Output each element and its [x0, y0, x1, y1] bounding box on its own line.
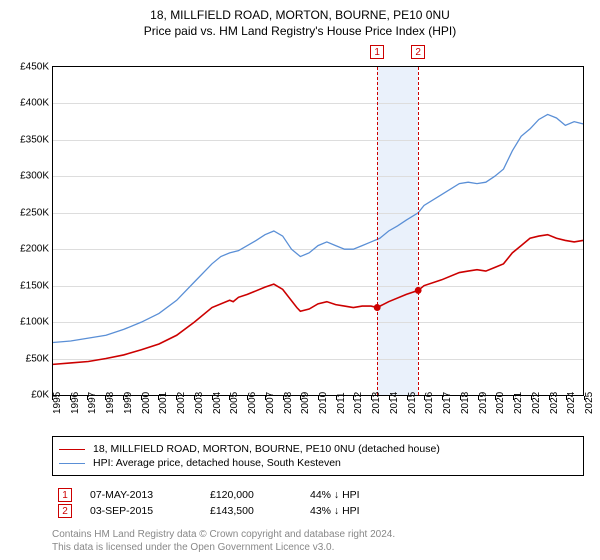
y-tick-label: £0K: [9, 390, 49, 401]
legend-label-price: 18, MILLFIELD ROAD, MORTON, BOURNE, PE10…: [93, 443, 440, 455]
event-vline: [418, 67, 419, 395]
events-table: 1 07-MAY-2013 £120,000 44% ↓ HPI 2 03-SE…: [52, 482, 584, 524]
x-tick-label: 2015: [407, 392, 418, 414]
x-axis: 1995199619971998199920002001200220032004…: [52, 396, 584, 428]
x-tick-label: 2002: [176, 392, 187, 414]
legend-swatch-hpi: [59, 463, 85, 464]
attribution-line: This data is licensed under the Open Gov…: [52, 541, 584, 554]
x-tick-label: 2017: [442, 392, 453, 414]
y-tick-label: £450K: [9, 62, 49, 73]
event-delta: 43% ↓ HPI: [310, 505, 360, 517]
x-tick-label: 2022: [531, 392, 542, 414]
x-tick-label: 2012: [353, 392, 364, 414]
x-tick-label: 1998: [105, 392, 116, 414]
event-price: £120,000: [210, 489, 310, 501]
y-tick-label: £400K: [9, 98, 49, 109]
legend: 18, MILLFIELD ROAD, MORTON, BOURNE, PE10…: [52, 436, 584, 476]
event-vline: [377, 67, 378, 395]
event-top-badge: 1: [370, 45, 384, 59]
x-tick-label: 2025: [584, 392, 595, 414]
x-tick-label: 2009: [300, 392, 311, 414]
legend-swatch-price: [59, 449, 85, 450]
title-line-2: Price paid vs. HM Land Registry's House …: [8, 24, 592, 38]
chart-container: 18, MILLFIELD ROAD, MORTON, BOURNE, PE10…: [0, 0, 600, 560]
event-top-badge: 2: [411, 45, 425, 59]
x-tick-label: 2019: [478, 392, 489, 414]
attribution-line: Contains HM Land Registry data © Crown c…: [52, 528, 584, 541]
y-tick-label: £200K: [9, 244, 49, 255]
y-tick-label: £250K: [9, 207, 49, 218]
x-tick-label: 1999: [123, 392, 134, 414]
x-tick-label: 2008: [283, 392, 294, 414]
x-tick-label: 2011: [336, 392, 347, 414]
x-tick-label: 2003: [194, 392, 205, 414]
event-date: 07-MAY-2013: [90, 489, 210, 501]
series-hpi: [53, 114, 583, 342]
event-badge: 1: [58, 488, 72, 502]
y-tick-label: £300K: [9, 171, 49, 182]
x-tick-label: 2010: [318, 392, 329, 414]
x-tick-label: 2021: [513, 392, 524, 414]
x-tick-label: 2016: [424, 392, 435, 414]
event-row: 1 07-MAY-2013 £120,000 44% ↓ HPI: [58, 488, 578, 502]
title-line-1: 18, MILLFIELD ROAD, MORTON, BOURNE, PE10…: [8, 8, 592, 22]
plot-area: £0K£50K£100K£150K£200K£250K£300K£350K£40…: [52, 66, 584, 396]
legend-label-hpi: HPI: Average price, detached house, Sout…: [93, 457, 341, 469]
x-tick-label: 1996: [70, 392, 81, 414]
x-tick-label: 2018: [460, 392, 471, 414]
event-badge: 2: [58, 504, 72, 518]
x-tick-label: 1997: [87, 392, 98, 414]
x-tick-label: 2001: [158, 392, 169, 414]
y-tick-label: £100K: [9, 317, 49, 328]
x-tick-label: 2023: [549, 392, 560, 414]
legend-row-hpi: HPI: Average price, detached house, Sout…: [59, 457, 577, 469]
plot-svg: [53, 67, 583, 395]
attribution: Contains HM Land Registry data © Crown c…: [52, 528, 584, 554]
y-tick-label: £50K: [9, 353, 49, 364]
x-tick-label: 2004: [212, 392, 223, 414]
x-tick-label: 2000: [141, 392, 152, 414]
event-date: 03-SEP-2015: [90, 505, 210, 517]
x-tick-label: 2006: [247, 392, 258, 414]
x-tick-label: 2020: [495, 392, 506, 414]
x-tick-label: 2024: [566, 392, 577, 414]
x-tick-label: 2013: [371, 392, 382, 414]
event-row: 2 03-SEP-2015 £143,500 43% ↓ HPI: [58, 504, 578, 518]
x-tick-label: 2014: [389, 392, 400, 414]
x-tick-label: 2005: [229, 392, 240, 414]
titles: 18, MILLFIELD ROAD, MORTON, BOURNE, PE10…: [8, 8, 592, 38]
x-tick-label: 2007: [265, 392, 276, 414]
legend-row-price: 18, MILLFIELD ROAD, MORTON, BOURNE, PE10…: [59, 443, 577, 455]
event-delta: 44% ↓ HPI: [310, 489, 360, 501]
event-price: £143,500: [210, 505, 310, 517]
y-tick-label: £350K: [9, 134, 49, 145]
x-tick-label: 1995: [52, 392, 63, 414]
series-price_paid: [53, 235, 583, 365]
y-tick-label: £150K: [9, 280, 49, 291]
